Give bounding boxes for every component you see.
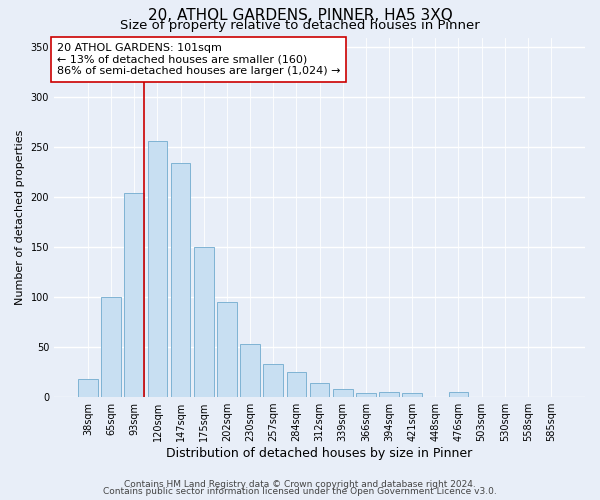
Bar [217, 302, 237, 397]
Bar [356, 393, 376, 397]
Bar [333, 389, 353, 397]
Bar [171, 164, 190, 397]
Bar [240, 344, 260, 397]
Bar [263, 364, 283, 397]
Text: 20, ATHOL GARDENS, PINNER, HA5 3XQ: 20, ATHOL GARDENS, PINNER, HA5 3XQ [148, 8, 452, 22]
Bar [124, 194, 144, 397]
Bar [287, 372, 306, 397]
Bar [310, 383, 329, 397]
Text: 20 ATHOL GARDENS: 101sqm
← 13% of detached houses are smaller (160)
86% of semi-: 20 ATHOL GARDENS: 101sqm ← 13% of detach… [56, 43, 340, 76]
Bar [194, 248, 214, 397]
Bar [101, 297, 121, 397]
Y-axis label: Number of detached properties: Number of detached properties [15, 130, 25, 305]
Bar [78, 379, 98, 397]
Text: Contains HM Land Registry data © Crown copyright and database right 2024.: Contains HM Land Registry data © Crown c… [124, 480, 476, 489]
Bar [379, 392, 399, 397]
X-axis label: Distribution of detached houses by size in Pinner: Distribution of detached houses by size … [166, 447, 473, 460]
Bar [402, 393, 422, 397]
Text: Size of property relative to detached houses in Pinner: Size of property relative to detached ho… [120, 19, 480, 32]
Text: Contains public sector information licensed under the Open Government Licence v3: Contains public sector information licen… [103, 487, 497, 496]
Bar [148, 142, 167, 397]
Bar [449, 392, 468, 397]
